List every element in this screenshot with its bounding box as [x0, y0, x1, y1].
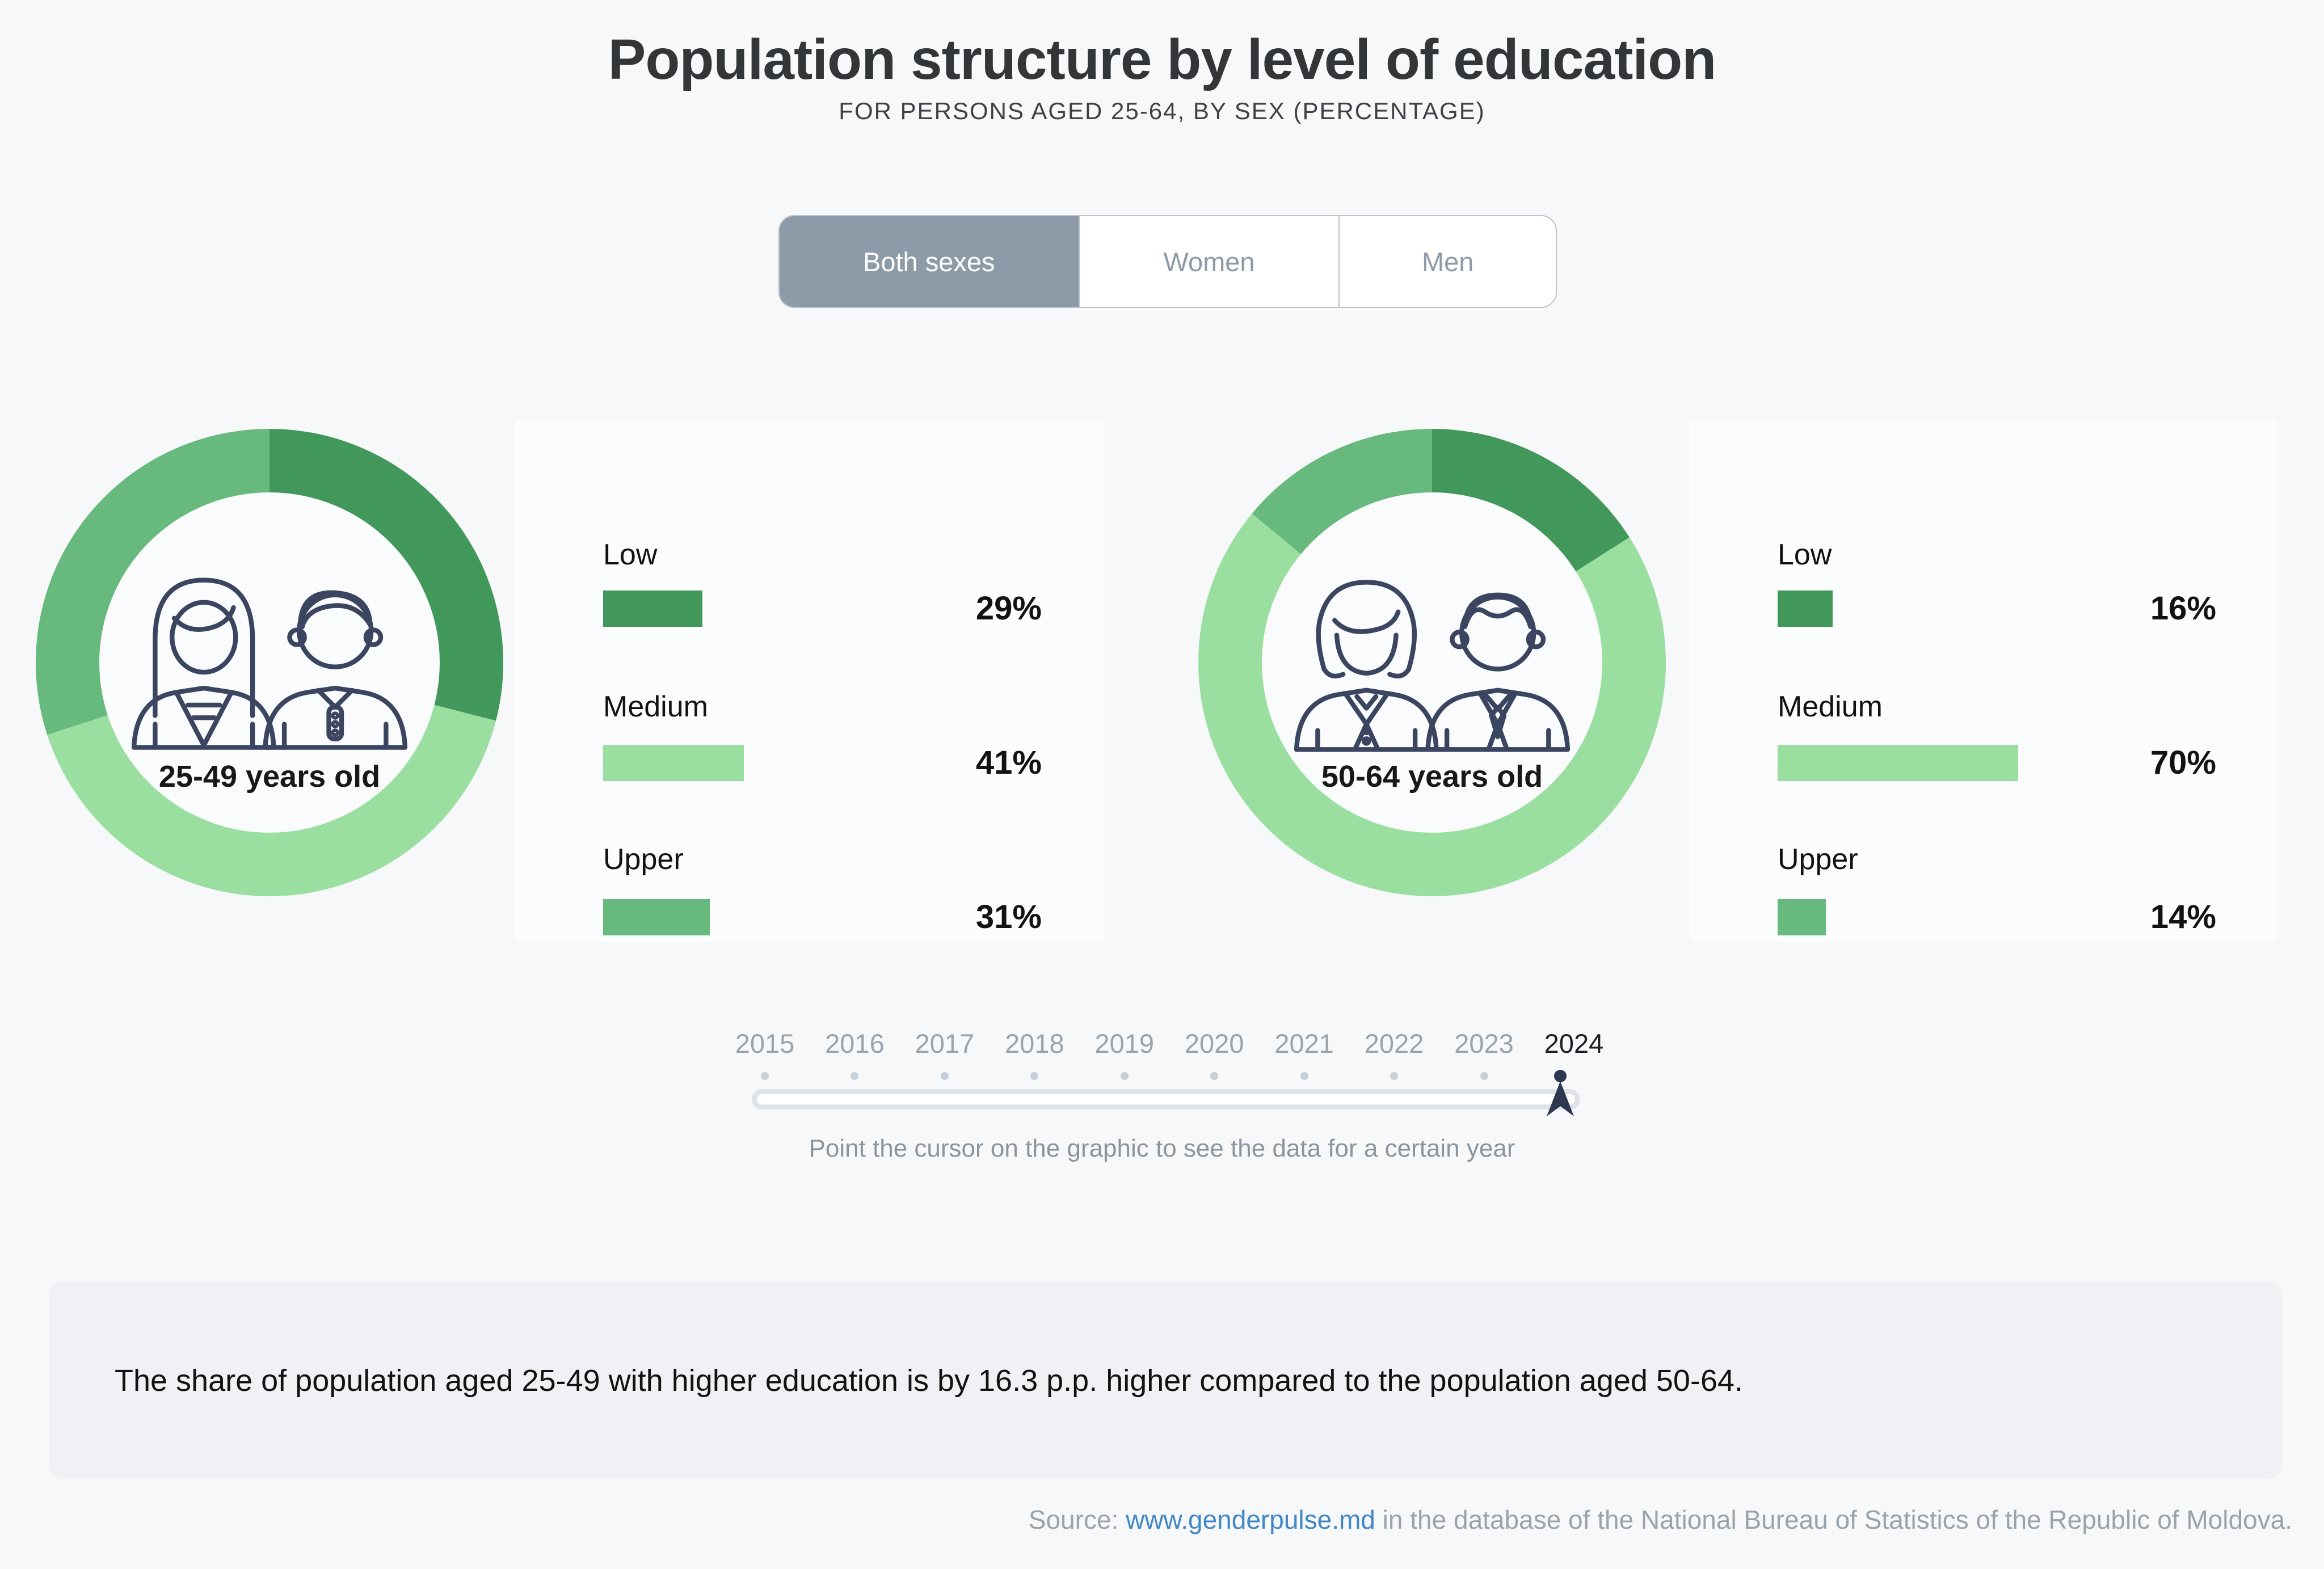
- category-label-low: Low: [1778, 538, 1832, 571]
- year-2021[interactable]: 2021: [1274, 1028, 1334, 1058]
- year-2017[interactable]: 2017: [915, 1028, 975, 1058]
- year-dot-2023: [1480, 1072, 1488, 1080]
- source-line: Source: www.genderpulse.md in the databa…: [1029, 1504, 2292, 1535]
- year-dot-2015: [761, 1072, 769, 1080]
- age-group-label-50-64: 50-64 years old: [1321, 760, 1543, 794]
- value-low-25-49: 29%: [975, 590, 1042, 627]
- source-suffix: in the database of the National Bureau o…: [1375, 1505, 2292, 1534]
- year-dot-2016: [851, 1072, 859, 1080]
- legend-panel-50-64: Low 16% Medium 70% Upper 14%: [1689, 420, 2279, 942]
- sex-tab-group: Both sexes Women Men: [778, 215, 1557, 308]
- bar-low-25-49: [603, 591, 703, 627]
- category-label-medium: Medium: [1778, 690, 1883, 723]
- value-upper-25-49: 31%: [975, 899, 1042, 935]
- source-link[interactable]: www.genderpulse.md: [1126, 1505, 1375, 1534]
- year-2023[interactable]: 2023: [1454, 1028, 1514, 1058]
- bar-upper-50-64: [1778, 899, 1826, 935]
- year-2016[interactable]: 2016: [825, 1028, 885, 1058]
- category-label-low: Low: [603, 538, 658, 571]
- donut-hole: 50-64 years old: [1262, 492, 1602, 833]
- year-2019[interactable]: 2019: [1094, 1028, 1155, 1058]
- age-group-label-25-49: 25-49 years old: [158, 760, 381, 794]
- value-medium-50-64: 70%: [2150, 744, 2216, 781]
- woman-and-man-icon: [131, 577, 408, 750]
- year-2020[interactable]: 2020: [1184, 1028, 1244, 1058]
- year-2022[interactable]: 2022: [1364, 1028, 1424, 1058]
- bar-low-50-64: [1778, 591, 1833, 627]
- category-label-upper: Upper: [603, 843, 684, 876]
- source-prefix: Source:: [1028, 1505, 1126, 1534]
- value-medium-25-49: 41%: [975, 744, 1042, 781]
- year-slider-handle[interactable]: [1546, 1081, 1575, 1116]
- year-dot-2018: [1030, 1072, 1039, 1080]
- bar-medium-50-64: [1778, 745, 2018, 781]
- year-dot-2017: [940, 1072, 949, 1080]
- category-label-upper: Upper: [1778, 843, 1858, 876]
- value-low-50-64: 16%: [2150, 590, 2216, 627]
- slider-hint: Point the cursor on the graphic to see t…: [809, 1134, 1515, 1162]
- value-upper-50-64: 14%: [2150, 899, 2216, 935]
- year-dot-2021: [1300, 1072, 1308, 1080]
- page-title: Population structure by level of educati…: [608, 28, 1717, 91]
- bar-medium-25-49: [603, 745, 744, 781]
- year-slider-track[interactable]: [752, 1089, 1580, 1110]
- page-subtitle: FOR PERSONS AGED 25-64, BY SEX (PERCENTA…: [839, 98, 1485, 124]
- donut-chart-50-64[interactable]: 50-64 years old: [1198, 429, 1666, 896]
- year-dot-2019: [1120, 1072, 1129, 1080]
- note-text: The share of population aged 25-49 with …: [115, 1363, 1744, 1398]
- tab-both-sexes[interactable]: Both sexes: [780, 216, 1079, 307]
- year-dot-2022: [1390, 1072, 1399, 1080]
- business-woman-and-man-icon: [1294, 580, 1571, 752]
- legend-panel-25-49: Low 29% Medium 41% Upper 31%: [515, 420, 1104, 942]
- category-label-medium: Medium: [603, 690, 708, 723]
- tab-men[interactable]: Men: [1338, 216, 1556, 307]
- tab-women[interactable]: Women: [1078, 216, 1339, 307]
- note-box: The share of population aged 25-49 with …: [49, 1281, 2283, 1479]
- year-dot-2020: [1210, 1072, 1219, 1080]
- year-2018[interactable]: 2018: [1005, 1028, 1064, 1058]
- donut-chart-25-49[interactable]: 25-49 years old: [36, 429, 503, 896]
- donut-hole: 25-49 years old: [99, 492, 440, 833]
- year-dot-2024: [1554, 1070, 1567, 1082]
- year-2015[interactable]: 2015: [735, 1028, 795, 1058]
- bar-upper-25-49: [603, 899, 710, 935]
- year-2024[interactable]: 2024: [1544, 1028, 1604, 1058]
